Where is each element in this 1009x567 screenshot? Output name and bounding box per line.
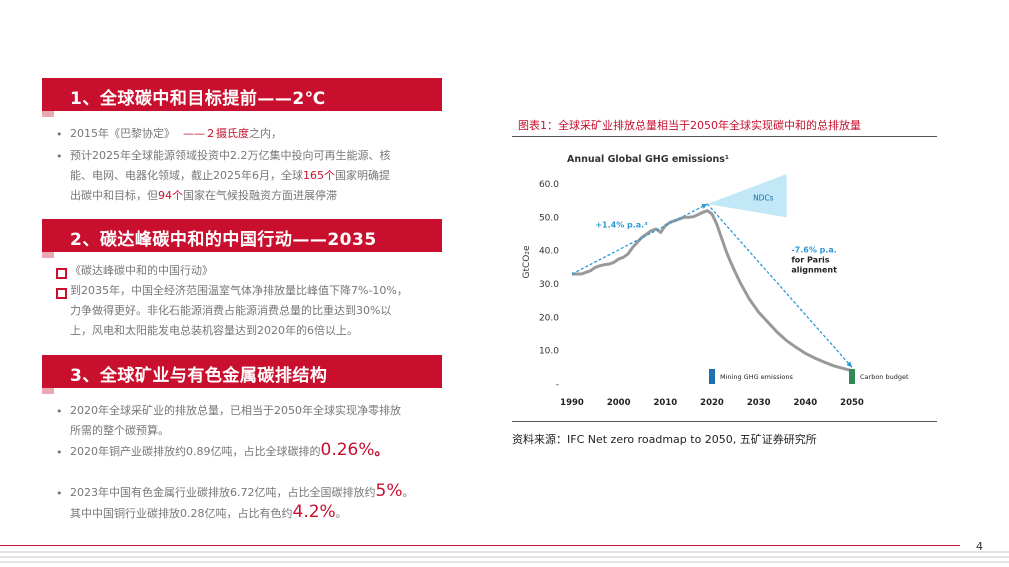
- s3-bullet-3-line2: 其中中国铜行业碳排放0.28亿吨，占比有色约4.2%。: [70, 502, 347, 524]
- series-line-emissions: [572, 209, 853, 373]
- decline-arrowhead-icon: [846, 361, 852, 368]
- s1-bullet-2-line2: 能、电网、电器化领域，截止2025年6月，全球165个国家明确提: [70, 166, 390, 186]
- page-number: 4: [976, 540, 983, 553]
- growth-arrow: [571, 203, 708, 275]
- s3-bullet-1-line2: 所需的整个碳预算。: [70, 424, 169, 437]
- y-tick-label: 60.0: [539, 180, 559, 190]
- s1-b2l2-tail: 国家明确提: [335, 169, 390, 182]
- source-note: 资料来源：IFC Net zero roadmap to 2050, 五矿证券研…: [512, 433, 817, 446]
- growth-label: +1.4% p.a.³: [595, 220, 648, 229]
- y-tick-label: 40.0: [539, 247, 559, 257]
- s1-b2l3-highlight: 94个: [158, 189, 183, 202]
- s1-b1-highlight: ——２摄氏度: [183, 127, 249, 140]
- bar-label: Carbon budget: [860, 373, 909, 381]
- chart-bottom-rule: [512, 421, 937, 422]
- s1-b2l2-text: 能、电网、电器化领域，截止2025年6月，全球: [70, 169, 303, 182]
- ndc-label: NDCs: [753, 194, 774, 203]
- section-2-notch: [42, 252, 54, 258]
- section-1-header: 1、全球碳中和目标提前——2℃: [42, 78, 442, 111]
- s2-bullet-2-line2: 力争做得更好。非化石能源消费占能源消费总量的比重达到30%以: [70, 304, 392, 317]
- y-axis-label: GtCO₂e: [522, 245, 532, 278]
- s1-bullet-2-line1: 预计2025年全球能源领域投资中2.2万亿集中投向可再生能源、核: [70, 149, 391, 162]
- y-tick-label: -: [556, 380, 559, 390]
- s3-b4-tail: 。: [335, 507, 347, 520]
- s1-b1-text: 2015年《巴黎协定》: [70, 127, 175, 140]
- s3-b3-text: 2023年中国有色金属行业碳排放6.72亿吨，占比全国碳排放约: [70, 486, 376, 499]
- section-2-header: 2、碳达峰碳中和的中国行动——2035: [42, 219, 442, 252]
- s1-b2l3-tail: 国家在气候投融资方面进展停滞: [183, 189, 337, 202]
- footer-stripe: [0, 551, 1009, 553]
- section-3-header: 3、全球矿业与有色金属碳排结构: [42, 355, 442, 388]
- section-2-title: 2、碳达峰碳中和的中国行动——2035: [70, 230, 377, 250]
- bar-carbon-budget: [849, 369, 855, 384]
- s3-bullet-2: 2020年铜产业碳排放约0.89亿吨，占比全球碳排的0.26%。: [70, 440, 389, 462]
- x-tick-label: 2010: [653, 398, 677, 408]
- bullet-dot: •: [56, 446, 63, 459]
- s3-bullet-1-line1: 2020年全球采矿业的排放总量，已相当于2050年全球实现净零排放: [70, 404, 401, 417]
- square-bullet-icon: [56, 268, 67, 279]
- bullet-dot: •: [56, 405, 63, 418]
- decline-label-line1: -7.6% p.a.: [791, 245, 837, 254]
- s3-b2-highlight: 0.26%: [320, 440, 375, 460]
- x-tick-label: 2040: [793, 398, 817, 408]
- square-bullet-icon: [56, 288, 67, 299]
- section-1-notch: [42, 111, 54, 117]
- bullet-dot: •: [56, 487, 63, 500]
- decline-arrow: [706, 203, 853, 368]
- chart-title: Annual Global GHG emissions¹: [567, 154, 729, 165]
- footer-red-line: [0, 545, 960, 546]
- footer-stripe: [0, 561, 1009, 563]
- s1-bullet-2-line3: 出碳中和目标，但94个国家在气候投融资方面进展停滞: [70, 186, 337, 206]
- footer-stripe: [0, 556, 1009, 558]
- x-tick-label: 2020: [700, 398, 724, 408]
- s3-b2-tail: 。: [374, 443, 389, 459]
- s3-b3-highlight: 5%: [375, 481, 403, 501]
- x-tick-label: 2050: [840, 398, 864, 408]
- s2-bullet-2-line1: 到2035年，中国全经济范围温室气体净排放量比峰值下降7%-10%，: [70, 284, 408, 297]
- section-3-title: 3、全球矿业与有色金属碳排结构: [70, 366, 328, 386]
- bar-mining-ghg-emissions: [709, 369, 715, 384]
- x-tick-label: 2030: [747, 398, 771, 408]
- ndc-cone: [707, 174, 787, 218]
- x-tick-label: 1990: [560, 398, 584, 408]
- s2-bullet-1: 《碳达峰碳中和的中国行动》: [70, 264, 213, 277]
- s1-bullet-1: 2015年《巴黎协定》 ——２摄氏度之内，: [70, 124, 282, 144]
- s1-b1-tail: 之内，: [249, 127, 282, 140]
- chart-top-rule: [512, 136, 937, 137]
- x-tick-label: 2000: [607, 398, 631, 408]
- growth-arrowhead-icon: [701, 204, 708, 209]
- chart-caption: 图表1：全球采矿业排放总量相当于2050年全球实现碳中和的总排放量: [518, 119, 861, 132]
- s3-b4-text: 其中中国铜行业碳排放0.28亿吨，占比有色约: [70, 507, 293, 520]
- y-tick-label: 20.0: [539, 313, 559, 323]
- y-tick-label: 30.0: [539, 280, 559, 290]
- y-tick-label: 10.0: [539, 347, 559, 357]
- section-3-notch: [42, 388, 54, 394]
- bullet-dot: •: [56, 150, 63, 163]
- s3-b4-highlight: 4.2%: [292, 502, 336, 522]
- bullet-dot: •: [56, 128, 63, 141]
- section-1-title: 1、全球碳中和目标提前——2℃: [70, 89, 326, 109]
- s2-bullet-2-line3: 上，风电和太阳能发电总装机容量达到2020年的6倍以上。: [70, 324, 358, 337]
- bar-label: Mining GHG emissions: [720, 373, 793, 381]
- y-tick-label: 50.0: [539, 213, 559, 223]
- s1-b2l2-highlight: 165个: [303, 169, 335, 182]
- s3-b3-tail: 。: [402, 486, 414, 499]
- decline-label-line2: for Paris: [791, 255, 829, 264]
- s1-b2l3-text: 出碳中和目标，但: [70, 189, 158, 202]
- ghg-emissions-chart: Annual Global GHG emissions¹ GtCO₂e 60.0…: [522, 154, 909, 408]
- s3-b2-text: 2020年铜产业碳排放约0.89亿吨，占比全球碳排的: [70, 445, 321, 458]
- s3-bullet-3: 2023年中国有色金属行业碳排放6.72亿吨，占比全国碳排放约5%。: [70, 481, 413, 503]
- decline-label-line3: alignment: [791, 265, 837, 274]
